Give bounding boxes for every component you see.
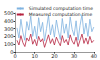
svg-text:300: 300 [4, 26, 14, 32]
svg-text:0: 0 [10, 49, 14, 55]
svg-text:10: 10 [32, 53, 38, 59]
svg-text:Simulated computation time: Simulated computation time [29, 6, 93, 11]
svg-text:500: 500 [4, 10, 14, 16]
svg-text:20: 20 [51, 53, 57, 59]
svg-text:Measured computation time: Measured computation time [29, 12, 93, 17]
svg-text:400: 400 [4, 18, 14, 24]
svg-text:30: 30 [71, 53, 77, 59]
svg-text:0: 0 [13, 53, 16, 59]
svg-text:200: 200 [4, 33, 14, 39]
svg-text:100: 100 [4, 41, 14, 47]
svg-text:40: 40 [91, 53, 97, 59]
